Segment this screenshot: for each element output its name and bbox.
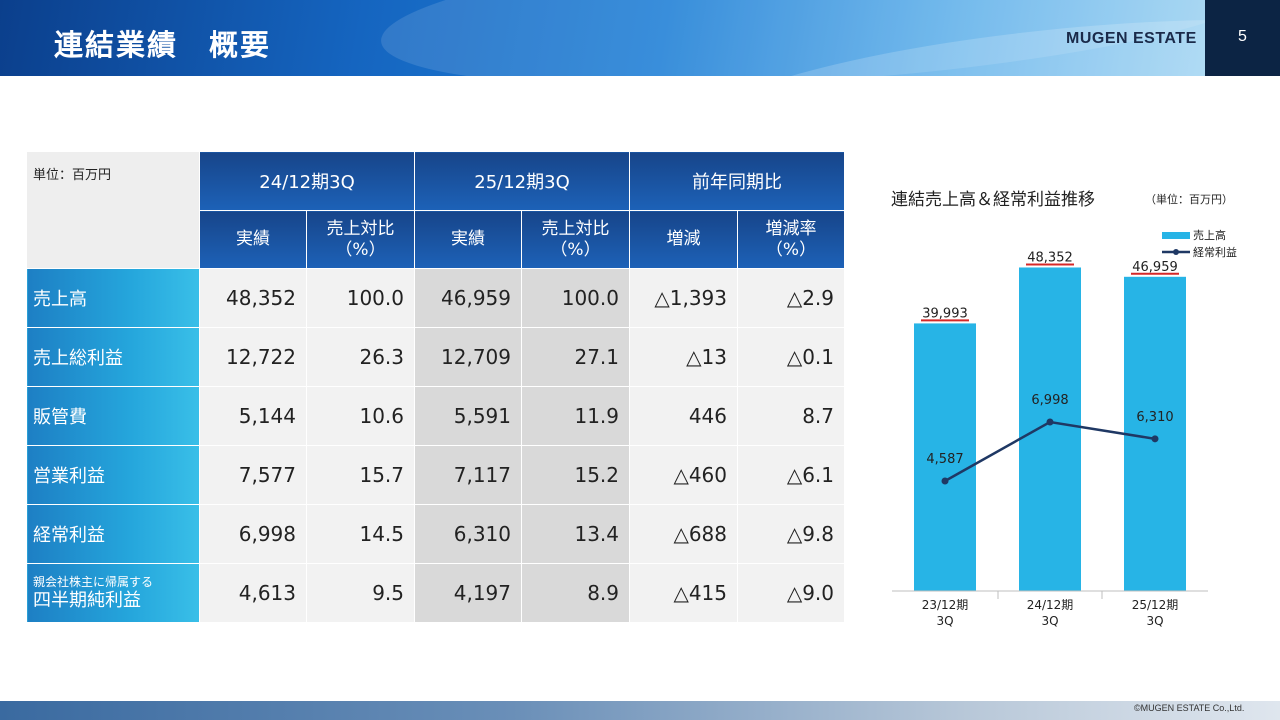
legend-label-profit: 経常利益 xyxy=(1193,245,1237,259)
header-banner: 連結業績 概要 MUGEN ESTATE xyxy=(0,0,1205,76)
table-cell: 12,722 xyxy=(199,327,307,387)
table-cell: 15.7 xyxy=(306,445,415,505)
table-cell: △2.9 xyxy=(737,268,845,328)
table-subheader: 売上対比 （%） xyxy=(306,210,415,269)
table-cell: 46,959 xyxy=(414,268,522,328)
line-point xyxy=(1046,418,1054,426)
table-cell: 11.9 xyxy=(521,386,630,446)
table-cell: 7,117 xyxy=(414,445,522,505)
table-group-header: 前年同期比 xyxy=(629,151,845,211)
table-cell: 5,591 xyxy=(414,386,522,446)
row-label: 販管費 xyxy=(26,386,200,446)
brand-logo-text: MUGEN ESTATE xyxy=(1066,30,1197,47)
page-number-box: 5 xyxy=(1205,0,1280,76)
table-cell: 9.5 xyxy=(306,563,415,623)
chart-unit: （単位：百万円） xyxy=(1145,193,1233,206)
table-cell: 5,144 xyxy=(199,386,307,446)
table-subheader: 売上対比 （%） xyxy=(521,210,630,269)
table-cell: 8.7 xyxy=(737,386,845,446)
chart-title: 連結売上高＆経常利益推移 xyxy=(891,190,1095,210)
table-row: 営業利益 7,577 15.7 7,117 15.2 △460 △6.1 xyxy=(26,445,845,505)
table-cell: △1,393 xyxy=(629,268,738,328)
row-label: 売上総利益 xyxy=(26,327,200,387)
table-cell: 446 xyxy=(629,386,738,446)
line-data-label: 6,310 xyxy=(1136,410,1173,425)
table-unit-label: 単位：百万円 xyxy=(26,151,200,269)
copyright-text: ©MUGEN ESTATE Co.,Ltd. xyxy=(1134,703,1245,713)
page-title: 連結業績 概要 xyxy=(54,28,272,62)
table-cell: 13.4 xyxy=(521,504,630,564)
table-cell: 10.6 xyxy=(306,386,415,446)
table-row: 販管費 5,144 10.6 5,591 11.9 446 8.7 xyxy=(26,386,845,446)
x-tick-label: 24/12期 xyxy=(1027,598,1074,612)
table-cell: 100.0 xyxy=(306,268,415,328)
row-label: 親会社株主に帰属する 四半期純利益 xyxy=(26,563,200,623)
table-cell: 6,310 xyxy=(414,504,522,564)
x-tick-label: 3Q xyxy=(1041,614,1058,628)
table-subheader: 実績 xyxy=(414,210,522,269)
row-label: 売上高 xyxy=(26,268,200,328)
table-cell: 26.3 xyxy=(306,327,415,387)
table-cell: 6,998 xyxy=(199,504,307,564)
table-row: 親会社株主に帰属する 四半期純利益 4,613 9.5 4,197 8.9 △415 △9.0 xyxy=(26,563,845,623)
bar-sales xyxy=(1019,267,1081,591)
table-cell: △6.1 xyxy=(737,445,845,505)
page-number: 5 xyxy=(1238,28,1247,45)
line-data-label: 6,998 xyxy=(1031,393,1068,408)
line-point xyxy=(941,477,949,485)
row-label: 営業利益 xyxy=(26,445,200,505)
row-label-prefix: 親会社株主に帰属する xyxy=(33,575,154,589)
bar-sales xyxy=(1124,276,1186,591)
table-cell: 4,197 xyxy=(414,563,522,623)
table-cell: △688 xyxy=(629,504,738,564)
table-group-header: 24/12期3Q xyxy=(199,151,415,211)
row-label: 経常利益 xyxy=(26,504,200,564)
x-tick-label: 3Q xyxy=(936,614,953,628)
bar-data-label: 46,959 xyxy=(1132,260,1178,275)
table-cell: 12,709 xyxy=(414,327,522,387)
table-body: 売上高 48,352 100.0 46,959 100.0 △1,393 △2.9 売上総利益… xyxy=(26,268,845,623)
table-group-header: 25/12期3Q xyxy=(414,151,630,211)
table-cell: 27.1 xyxy=(521,327,630,387)
table-cell: △9.0 xyxy=(737,563,845,623)
table-cell: △415 xyxy=(629,563,738,623)
line-data-label: 4,587 xyxy=(926,452,963,467)
bar-data-label: 39,993 xyxy=(922,306,968,321)
bar-sales xyxy=(914,323,976,591)
table-cell: 4,613 xyxy=(199,563,307,623)
table-cell: 100.0 xyxy=(521,268,630,328)
table-cell: △9.8 xyxy=(737,504,845,564)
table-subheader: 増減率 （%） xyxy=(737,210,845,269)
row-label-text: 四半期純利益 xyxy=(33,590,141,611)
bar-data-label: 48,352 xyxy=(1027,250,1073,265)
table-cell: 14.5 xyxy=(306,504,415,564)
table-cell: 8.9 xyxy=(521,563,630,623)
results-table: 単位：百万円 24/12期3Q 25/12期3Q 前年同期比 実績 売上対比 （… xyxy=(26,151,845,623)
table-row: 経常利益 6,998 14.5 6,310 13.4 △688 △9.8 xyxy=(26,504,845,564)
table-cell: 15.2 xyxy=(521,445,630,505)
x-tick-label: 25/12期 xyxy=(1132,598,1179,612)
table-cell: △460 xyxy=(629,445,738,505)
x-tick-label: 23/12期 xyxy=(922,598,969,612)
table-row: 売上高 48,352 100.0 46,959 100.0 △1,393 △2.9 xyxy=(26,268,845,328)
table-cell: △13 xyxy=(629,327,738,387)
x-tick-label: 3Q xyxy=(1146,614,1163,628)
footer-bar xyxy=(0,701,1280,720)
table-cell: 7,577 xyxy=(199,445,307,505)
table-row: 売上総利益 12,722 26.3 12,709 27.1 △13 △0.1 xyxy=(26,327,845,387)
legend-bar-swatch xyxy=(1162,232,1190,239)
table-cell: 48,352 xyxy=(199,268,307,328)
table-subheader: 増減 xyxy=(629,210,738,269)
line-point xyxy=(1151,435,1159,443)
table-subheader: 実績 xyxy=(199,210,307,269)
legend-label-sales: 売上高 xyxy=(1193,228,1226,242)
legend-line-marker xyxy=(1173,249,1179,255)
table-cell: △0.1 xyxy=(737,327,845,387)
